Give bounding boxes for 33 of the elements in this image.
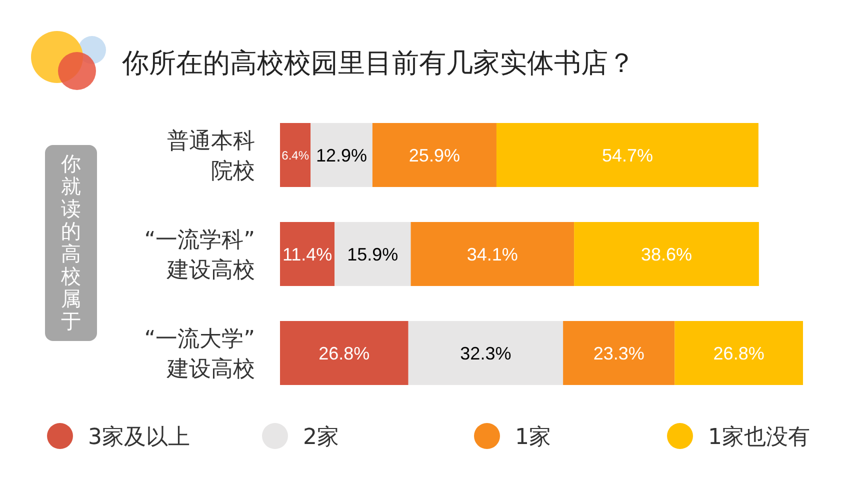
legend-label: 1家也没有: [708, 425, 810, 450]
data-label: 25.9%: [408, 145, 460, 166]
legend-label: 3家及以上: [88, 425, 190, 450]
bar: [674, 321, 803, 385]
bar: [410, 222, 574, 286]
y-tick-label: “一流学科”建设高校: [144, 228, 255, 283]
bar: [334, 222, 411, 286]
data-label: 34.1%: [466, 244, 518, 264]
data-label: 26.8%: [713, 343, 764, 364]
bar: [408, 321, 564, 385]
data-label: 6.4%: [282, 148, 310, 162]
data-label: 15.9%: [347, 244, 398, 264]
data-label: 32.3%: [460, 343, 512, 364]
legend-label: 1家: [515, 425, 551, 450]
bar: [372, 123, 496, 187]
legend-label: 2家: [303, 425, 339, 450]
data-label: 12.9%: [316, 145, 368, 166]
bar: [496, 123, 758, 187]
bar: [280, 321, 408, 385]
data-label: 54.7%: [602, 145, 653, 166]
bar: [574, 222, 759, 286]
data-label: 23.3%: [593, 343, 644, 364]
chart-title: 你所在的高校校园里目前有几家实体书店？: [121, 48, 635, 79]
bar: [563, 321, 675, 385]
y-tick-label: 普通本科院校: [167, 129, 255, 184]
y-tick-label: “一流大学”建设高校: [144, 327, 255, 382]
bar: [280, 123, 311, 187]
bar: [280, 222, 335, 286]
data-label: 38.6%: [640, 244, 692, 264]
data-label: 11.4%: [282, 244, 332, 264]
y-axis-title: 你就读的高校属于: [60, 152, 81, 334]
bar: [310, 123, 372, 187]
data-label: 26.8%: [318, 343, 370, 364]
